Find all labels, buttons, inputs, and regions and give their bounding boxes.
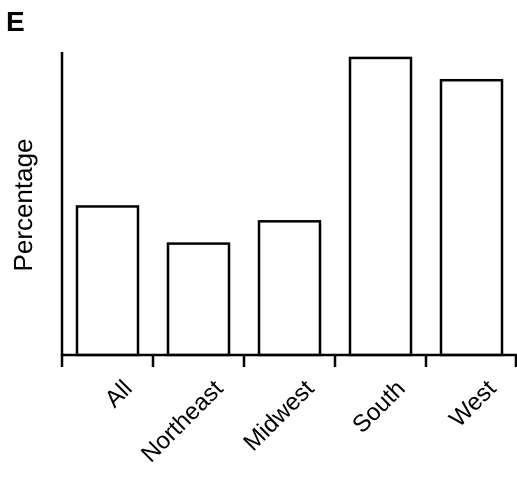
bars-group — [75, 56, 504, 357]
bar-northeast — [166, 242, 231, 357]
bar-south — [348, 56, 413, 357]
panel-label: E — [6, 6, 25, 37]
bar-all — [75, 205, 140, 357]
x-tick-label-all: All — [100, 375, 138, 413]
x-tick-label-south: South — [347, 375, 410, 438]
x-ticks-group — [60, 355, 517, 367]
x-tick-label-west: West — [444, 375, 502, 433]
bar-west — [439, 78, 504, 357]
y-axis-label: Percentage — [8, 139, 38, 272]
x-tick-label-midwest: Midwest — [238, 375, 320, 457]
x-tick-label-northeast: Northeast — [136, 375, 229, 468]
bar-midwest — [257, 220, 322, 357]
